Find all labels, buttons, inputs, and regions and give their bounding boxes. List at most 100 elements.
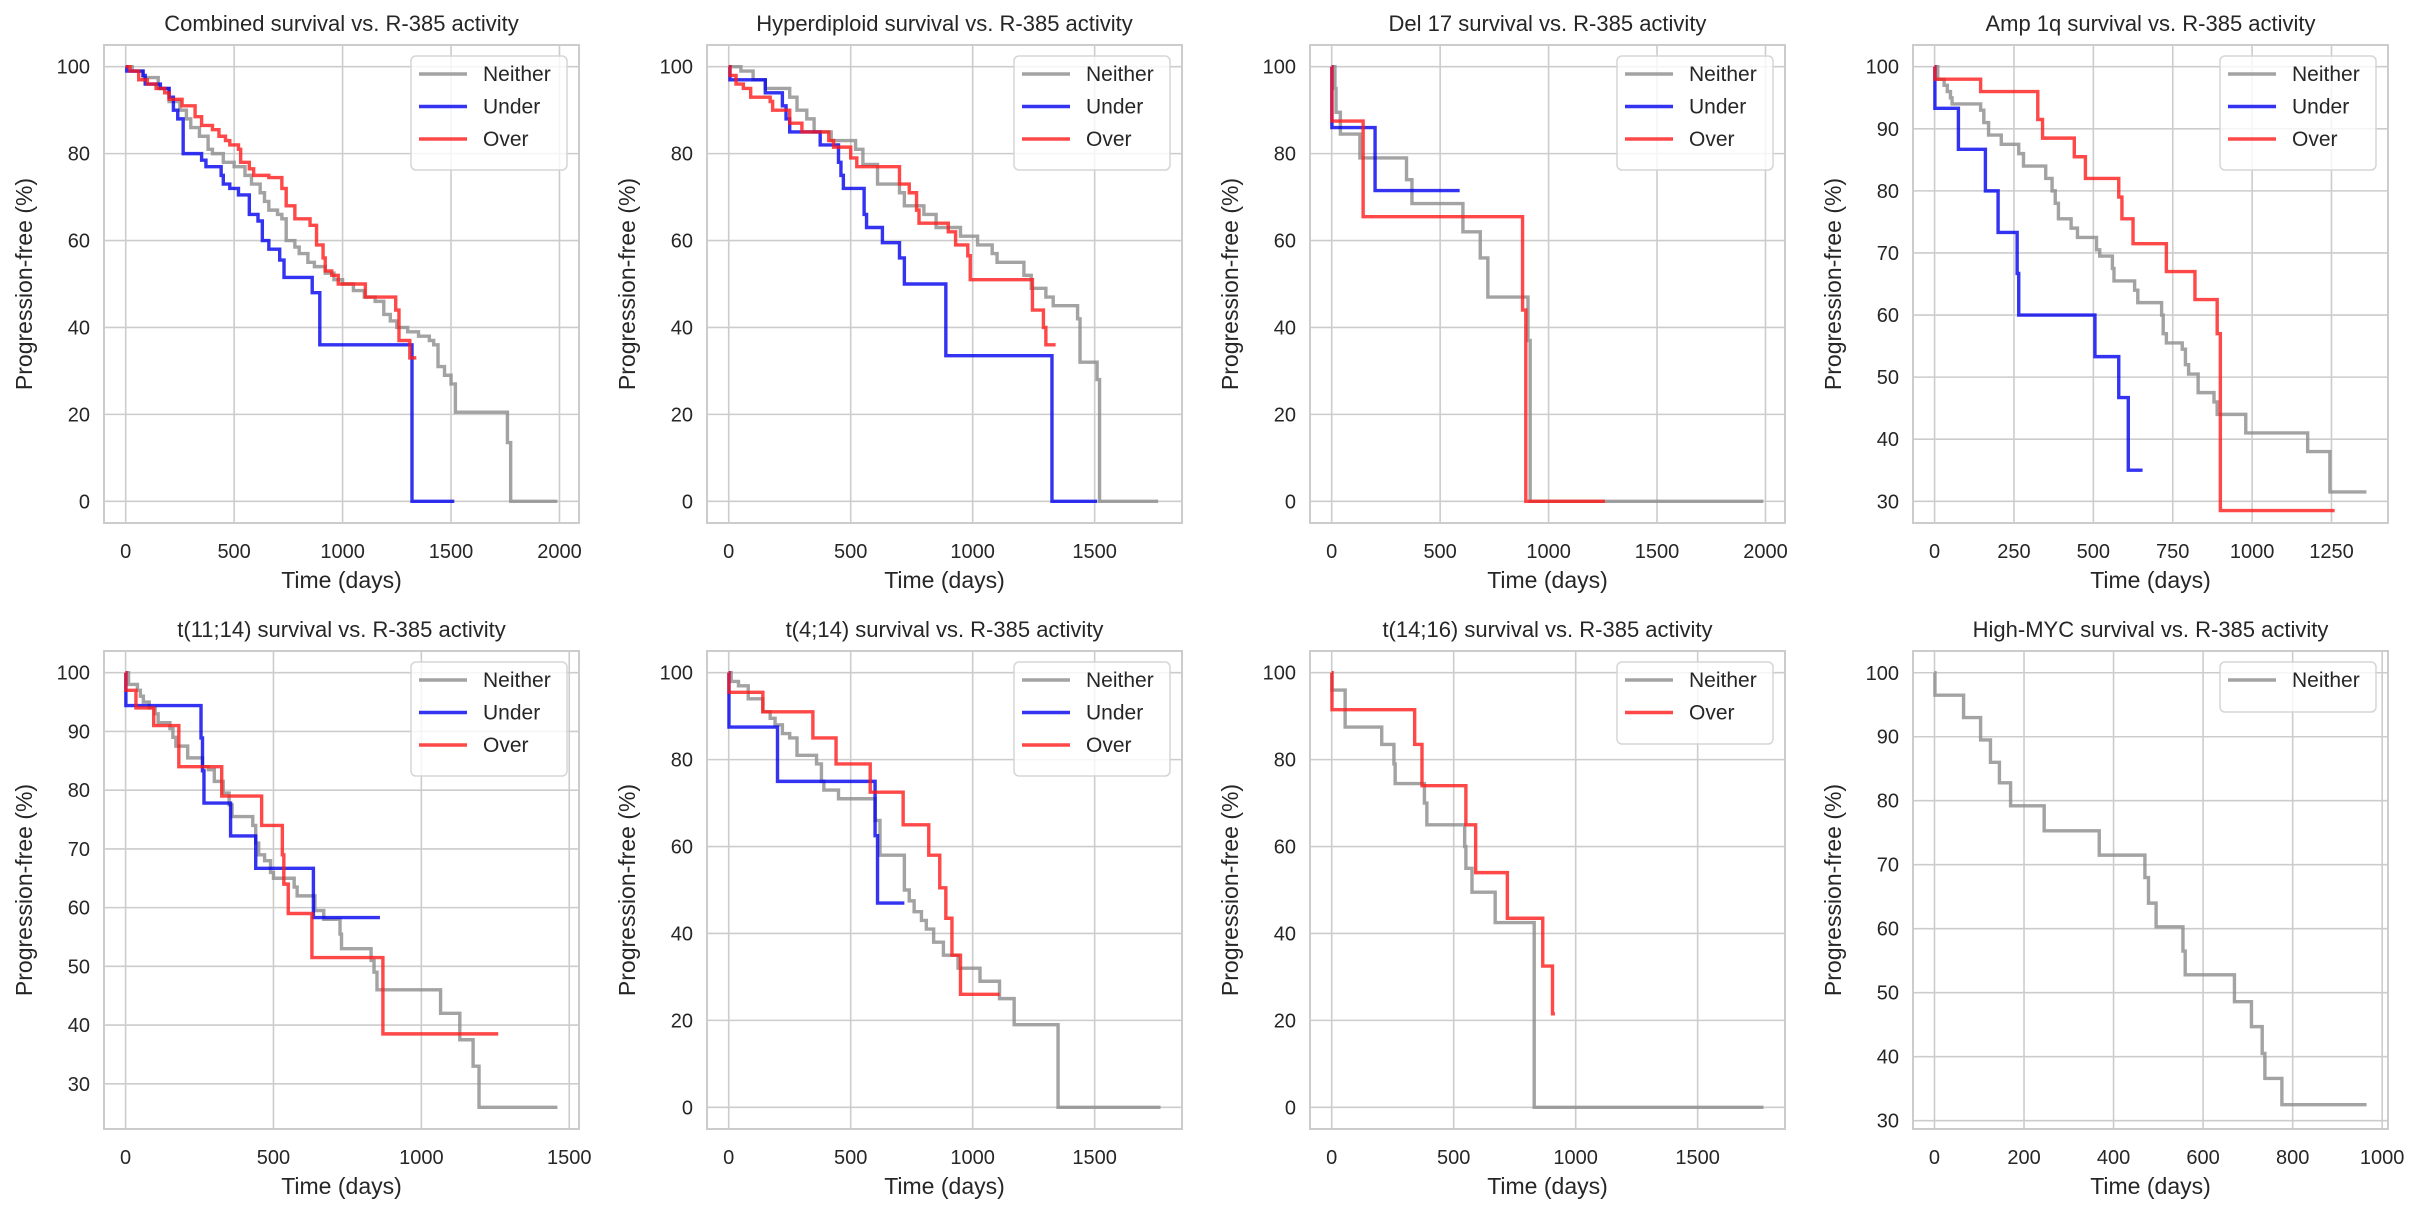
series-line-over [1330, 65, 1605, 503]
series-line-neither [125, 65, 558, 503]
legend-label: Under [483, 96, 540, 119]
legend-label: Neither [1086, 669, 1154, 692]
legend-box [1013, 55, 1171, 171]
y-tick-label: 0 [1285, 1097, 1296, 1119]
legend-label: Neither [1086, 63, 1154, 86]
chart-title: t(4;14) survival vs. R-385 activity [786, 617, 1104, 642]
legend-box [1013, 661, 1171, 777]
x-tick-label: 0 [1326, 541, 1337, 563]
y-tick-label: 100 [1263, 57, 1296, 79]
x-tick-label: 1000 [950, 541, 995, 563]
series-line-under [728, 65, 1098, 503]
panel-4: 0 250 500 750 1000 1250 30 40 50 60 70 80 90 100 Amp 1… [1820, 11, 2389, 593]
x-tick-label: 1250 [2309, 541, 2354, 563]
legend-label: Over [1086, 734, 1132, 757]
axes-frame [103, 650, 580, 1130]
y-tick-label: 80 [1877, 181, 1899, 203]
x-tick-label: 1000 [320, 541, 365, 563]
y-tick-label: 100 [57, 663, 90, 685]
y-tick-label: 100 [1263, 663, 1296, 685]
legend-label: Over [483, 734, 529, 757]
x-tick-label: 400 [2097, 1147, 2130, 1169]
x-tick-label: 1500 [1072, 1147, 1117, 1169]
y-tick-label: 60 [68, 898, 90, 920]
y-tick-label: 30 [1877, 1111, 1899, 1133]
x-tick-label: 0 [1929, 1147, 1940, 1169]
legend: Neither Under Over [2219, 55, 2377, 171]
axes-frame [706, 650, 1183, 1130]
y-tick-label: 80 [68, 144, 90, 166]
x-tick-label: 1000 [2230, 541, 2275, 563]
axes-frame [706, 44, 1183, 524]
y-tick-label: 0 [682, 1097, 693, 1119]
y-tick-label: 60 [1274, 837, 1296, 859]
chart-title: t(14;16) survival vs. R-385 activity [1382, 617, 1712, 642]
y-tick-label: 50 [1877, 983, 1899, 1005]
y-tick-label: 40 [671, 923, 693, 945]
x-tick-label: 1000 [950, 1147, 995, 1169]
y-tick-label: 20 [68, 404, 90, 426]
x-axis-label: Time (days) [2090, 1173, 2211, 1199]
legend-label: Neither [483, 63, 551, 86]
x-tick-label: 1000 [1553, 1147, 1598, 1169]
legend-box [410, 55, 568, 171]
series-line-neither [1933, 671, 2367, 1107]
legend-label: Neither [1689, 669, 1757, 692]
y-tick-label: 90 [1877, 119, 1899, 141]
legend-label: Over [1689, 128, 1735, 151]
y-tick-label: 70 [1877, 243, 1899, 265]
series-line-under [125, 65, 455, 503]
x-tick-label: 1000 [2360, 1147, 2405, 1169]
legend-label: Over [2292, 128, 2338, 151]
axes-frame [1309, 44, 1786, 524]
y-tick-label: 60 [671, 837, 693, 859]
y-axis-label: Progression-free (%) [614, 178, 640, 390]
legend-label: Over [483, 128, 529, 151]
x-tick-label: 0 [120, 1147, 131, 1169]
y-tick-label: 20 [671, 404, 693, 426]
legend: Neither Under Over [1013, 661, 1171, 777]
grid [104, 651, 579, 1129]
y-tick-label: 40 [1877, 429, 1899, 451]
panel-2: 0 500 1000 1500 0 20 40 60 80 100 Hyperdiploid sur… [614, 11, 1183, 593]
series-line-over [1330, 671, 1555, 1016]
series-line-under [727, 671, 905, 905]
y-tick-label: 100 [1866, 57, 1899, 79]
x-tick-label: 500 [1423, 541, 1456, 563]
x-axis-label: Time (days) [884, 567, 1005, 593]
series-line-over [124, 671, 499, 1036]
y-axis-label: Progression-free (%) [614, 784, 640, 996]
legend-label: Neither [2292, 669, 2360, 692]
legend-label: Over [1689, 702, 1735, 725]
x-tick-label: 0 [1326, 1147, 1337, 1169]
x-tick-label: 1000 [1526, 541, 1571, 563]
y-tick-label: 70 [68, 839, 90, 861]
y-tick-label: 80 [671, 750, 693, 772]
legend-label: Neither [483, 669, 551, 692]
y-tick-label: 20 [1274, 404, 1296, 426]
panel-3: 0 500 1000 1500 2000 0 20 40 60 80 100 Del 17 survi… [1217, 11, 1788, 593]
legend-box [1616, 661, 1774, 745]
y-tick-label: 0 [79, 491, 90, 513]
series-line-neither [125, 671, 558, 1109]
legend-box [410, 661, 568, 777]
y-tick-label: 100 [660, 57, 693, 79]
y-tick-label: 40 [68, 317, 90, 339]
panel-6: 0 500 1000 1500 0 20 40 60 80 100 t(4;14) survival… [614, 617, 1183, 1199]
y-axis-label: Progression-free (%) [1217, 784, 1243, 996]
x-tick-label: 500 [1437, 1147, 1470, 1169]
panel-8: 0 200 400 600 800 1000 30 40 50 60 70 80 90 100 High-M… [1820, 617, 2404, 1199]
y-tick-label: 20 [671, 1010, 693, 1032]
x-tick-label: 1500 [1675, 1147, 1720, 1169]
chart-title: Combined survival vs. R-385 activity [164, 11, 519, 36]
y-tick-label: 70 [1877, 855, 1899, 877]
x-axis-label: Time (days) [884, 1173, 1005, 1199]
axes-frame [103, 44, 580, 524]
y-axis-label: Progression-free (%) [1820, 784, 1846, 996]
grid [1913, 651, 2388, 1129]
x-tick-label: 0 [120, 541, 131, 563]
y-tick-label: 90 [1877, 727, 1899, 749]
series-line-over [125, 65, 417, 360]
x-tick-label: 800 [2276, 1147, 2309, 1169]
